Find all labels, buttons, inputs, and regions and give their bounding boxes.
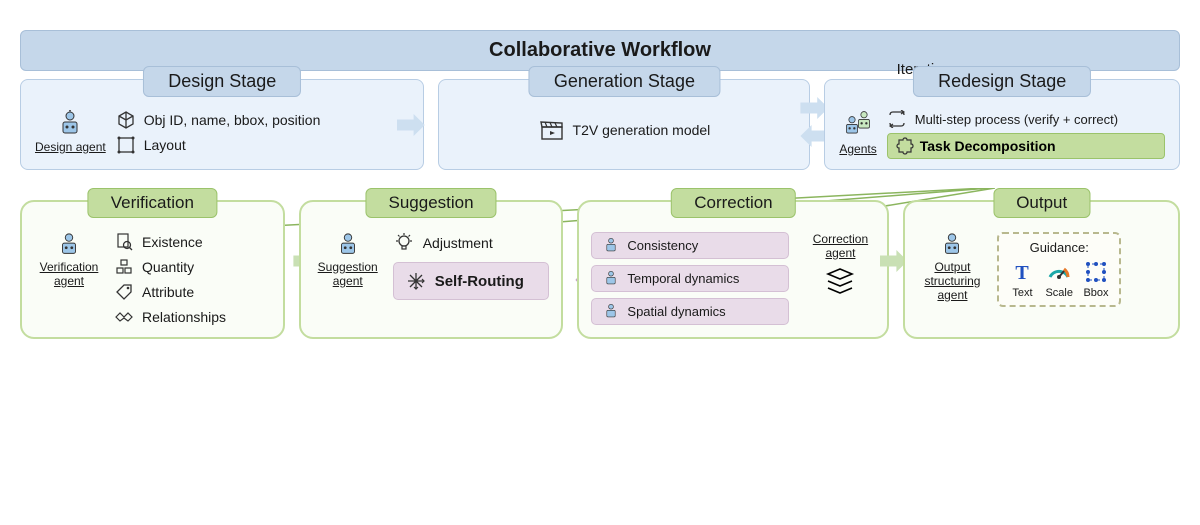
self-routing-label: Self-Routing [435, 273, 524, 290]
correction-item: Consistency [591, 232, 789, 259]
guidance-title: Guidance: [1009, 240, 1109, 255]
design-stage: Design Stage Design agent Obj ID, name, … [20, 79, 424, 170]
verification-agent-label: Verification agent [34, 260, 104, 288]
search-doc-icon [114, 232, 134, 252]
correction-box: Correction Consistency Temporal dynamics… [577, 200, 889, 339]
text-icon: T [1009, 259, 1035, 285]
verification-item: Existence [114, 232, 271, 252]
output-agent-label: Output structuring agent [917, 260, 987, 302]
verification-item: Attribute [114, 282, 271, 302]
cube-icon [116, 110, 136, 130]
lightbulb-icon [393, 232, 415, 254]
design-item: Obj ID, name, bbox, position [116, 110, 410, 130]
robot-icon [334, 232, 362, 258]
item-label: Bbox [1083, 287, 1108, 299]
generation-item: T2V generation model [539, 118, 711, 142]
correction-agent: Correction agent [805, 232, 875, 300]
suggestion-agent: Suggestion agent [313, 232, 383, 288]
item-label: Consistency [627, 238, 698, 253]
correction-tab: Correction [671, 188, 795, 218]
adjustment-label: Adjustment [423, 235, 493, 251]
item-label: Scale [1045, 287, 1073, 299]
task-decomp-label: Task Decomposition [920, 138, 1056, 154]
redesign-stage: Redesign Stage Agents Multi-step process… [824, 79, 1180, 170]
clapperboard-icon [539, 118, 565, 142]
generation-item-label: T2V generation model [573, 122, 711, 138]
guidance-text: T Text [1009, 259, 1035, 299]
item-label: Text [1012, 287, 1032, 299]
guidance: Guidance: T Text Scale Bbox [997, 232, 1121, 307]
design-item: Layout [116, 135, 410, 155]
robot-icon [602, 303, 620, 320]
handshake-icon [114, 307, 134, 327]
workflow-title: Collaborative Workflow [20, 30, 1180, 71]
robot-icon [938, 232, 966, 258]
robot-icon [55, 110, 85, 138]
guidance-scale: Scale [1045, 259, 1073, 299]
suggestion-agent-label: Suggestion agent [313, 260, 383, 288]
verification-item: Relationships [114, 307, 271, 327]
bbox-icon [1083, 259, 1109, 285]
design-item-label: Obj ID, name, bbox, position [144, 112, 321, 128]
robot-icon [852, 110, 876, 132]
boxes-icon [114, 257, 134, 277]
correction-item: Spatial dynamics [591, 298, 789, 325]
design-item-label: Layout [144, 137, 186, 153]
robot-icon [602, 237, 620, 254]
task-decomposition: Task Decomposition [887, 133, 1165, 159]
agents-label: Agents [839, 142, 876, 156]
item-label: Spatial dynamics [627, 304, 725, 319]
verification-box: Verification Verification agent Existenc… [20, 200, 285, 339]
correction-agent-label: Correction agent [805, 232, 875, 260]
puzzle-icon [896, 137, 914, 155]
generation-stage-tab: Generation Stage [529, 66, 720, 97]
item-label: Relationships [142, 309, 226, 325]
bottom-stages: Verification Verification agent Existenc… [20, 200, 1180, 339]
verification-agent: Verification agent [34, 232, 104, 288]
output-box: Output Output structuring agent Guidance… [903, 200, 1180, 339]
redesign-stage-tab: Redesign Stage [913, 66, 1091, 97]
output-tab: Output [993, 188, 1090, 218]
suggestion-tab: Suggestion [366, 188, 497, 218]
verification-tab: Verification [88, 188, 217, 218]
adjustment-row: Adjustment [393, 232, 550, 254]
stack-icon [823, 266, 857, 300]
suggestion-box: Suggestion Suggestion agent Adjustment S… [299, 200, 564, 339]
item-label: Existence [142, 234, 203, 250]
design-agent: Design agent [35, 110, 106, 154]
process-label: Multi-step process (verify + correct) [915, 112, 1118, 127]
redesign-process: Multi-step process (verify + correct) [887, 110, 1165, 128]
tag-icon [114, 282, 134, 302]
correction-item: Temporal dynamics [591, 265, 789, 292]
robot-icon [55, 232, 83, 258]
top-stages: Design Stage Design agent Obj ID, name, … [20, 79, 1180, 170]
layout-icon [116, 135, 136, 155]
item-label: Temporal dynamics [627, 271, 739, 286]
gauge-icon [1046, 259, 1072, 285]
design-agent-label: Design agent [35, 140, 106, 154]
svg-text:T: T [1016, 262, 1030, 284]
generation-stage: Generation Stage T2V generation model [438, 79, 810, 170]
self-routing: Self-Routing [393, 262, 550, 300]
item-label: Quantity [142, 259, 194, 275]
item-label: Attribute [142, 284, 194, 300]
verification-item: Quantity [114, 257, 271, 277]
routing-icon [404, 269, 428, 293]
robot-icon [602, 270, 620, 287]
output-agent: Output structuring agent [917, 232, 987, 302]
loop-icon [887, 110, 907, 128]
guidance-bbox: Bbox [1083, 259, 1109, 299]
redesign-agents: Agents [839, 110, 876, 156]
design-stage-tab: Design Stage [143, 66, 301, 97]
